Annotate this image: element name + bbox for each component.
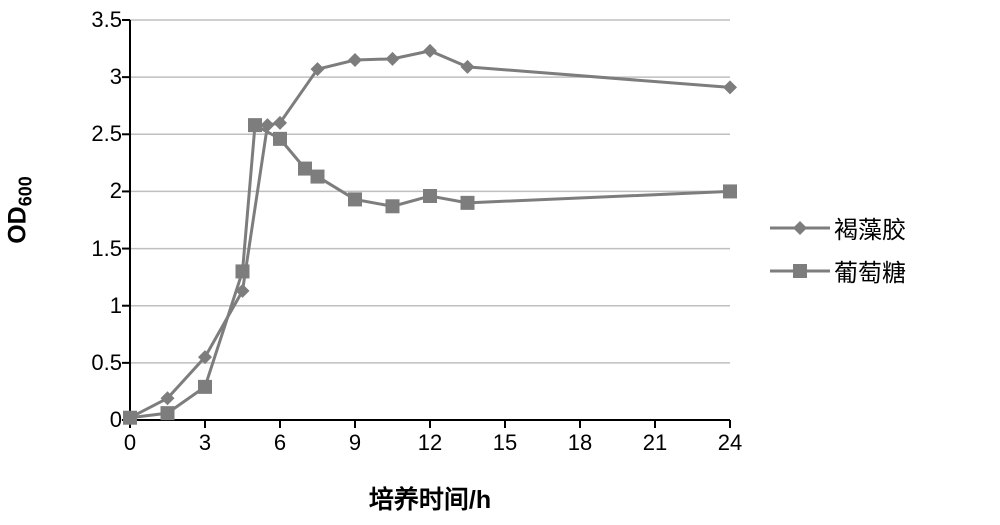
- y-axis-title-sub: 600: [16, 176, 36, 206]
- series-1: [123, 118, 737, 425]
- legend: 褐藻胶葡萄糖: [770, 210, 970, 296]
- plot-area: 03691215182124: [130, 20, 730, 420]
- x-tick-label: 12: [418, 430, 442, 456]
- y-tick-label: 1.5: [90, 236, 122, 262]
- y-tick-label: 3: [90, 64, 122, 90]
- chart-container: 00.511.522.533.5 03691215182124: [90, 20, 730, 440]
- x-axis-title: 培养时间/h: [369, 480, 491, 516]
- x-tick-label: 9: [349, 430, 361, 456]
- series-0: [123, 44, 737, 425]
- x-tick-label: 3: [199, 430, 211, 456]
- legend-label: 褐藻胶: [834, 210, 906, 245]
- y-tick-label: 2.5: [90, 121, 122, 147]
- y-tick-label: 0.5: [90, 350, 122, 376]
- x-tick-label: 18: [568, 430, 592, 456]
- y-tick-label: 2: [90, 178, 122, 204]
- legend-item: 褐藻胶: [770, 210, 970, 245]
- y-axis-title-main: OD: [4, 206, 32, 244]
- y-axis-title: OD600: [4, 176, 37, 244]
- legend-marker: [770, 216, 830, 240]
- x-tick-label: 6: [274, 430, 286, 456]
- legend-label: 葡萄糖: [834, 253, 906, 288]
- y-tick-label: 3.5: [90, 7, 122, 33]
- legend-marker: [770, 259, 830, 283]
- y-tick-label: 1: [90, 293, 122, 319]
- x-tick-label: 24: [718, 430, 742, 456]
- plot-svg: [130, 20, 730, 420]
- legend-item: 葡萄糖: [770, 253, 970, 288]
- x-tick-label: 15: [493, 430, 517, 456]
- x-tick-label: 21: [643, 430, 667, 456]
- y-tick-label: 0: [90, 407, 122, 433]
- x-tick-label: 0: [124, 430, 136, 456]
